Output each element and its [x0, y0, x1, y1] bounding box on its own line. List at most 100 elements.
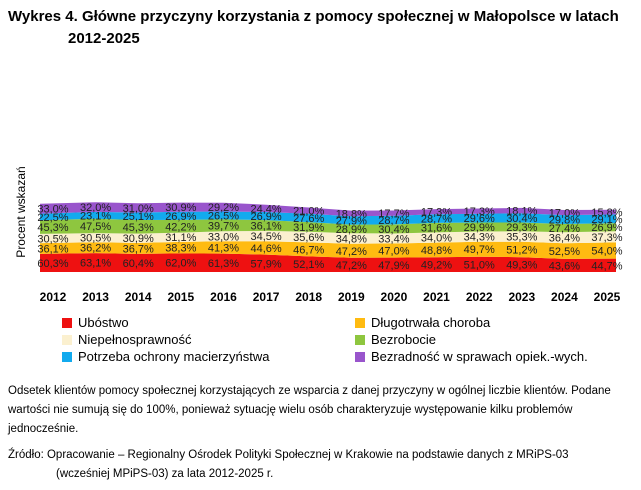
data-label: 36,7% [123, 243, 154, 255]
data-label: 29,2% [208, 202, 239, 214]
data-label: 17,3% [421, 207, 452, 219]
data-label: 36,2% [80, 243, 111, 255]
data-label: 31,6% [421, 223, 452, 235]
data-label: 33,4% [378, 234, 409, 246]
x-tick-label: 2022 [466, 290, 493, 304]
x-tick-label: 2018 [295, 290, 322, 304]
data-label: 62,0% [165, 258, 196, 270]
data-label: 51,0% [464, 259, 495, 271]
data-label: 52,1% [293, 259, 324, 271]
data-label: 30,5% [80, 233, 111, 245]
data-label: 27,9% [336, 215, 367, 227]
data-label: 45,3% [37, 222, 68, 234]
data-label: 60,4% [123, 258, 154, 270]
data-label: 54,0% [591, 246, 622, 258]
data-label: 25,1% [123, 211, 154, 223]
data-label: 26,9% [591, 222, 622, 234]
legend-swatch [355, 318, 365, 328]
data-label: 29,8% [549, 215, 580, 227]
chart-title-line-2: 2012-2025 [68, 30, 140, 47]
legend-label: Potrzeba ochrony macierzyństwa [78, 349, 270, 364]
data-label: 22,5% [37, 212, 68, 224]
data-label: 30,9% [123, 233, 154, 245]
data-label: 48,8% [421, 245, 452, 257]
source-note: Źródło: Opracowanie – Regionalny Ośrodek… [8, 446, 633, 484]
data-label: 37,3% [591, 232, 622, 244]
data-label: 36,4% [549, 233, 580, 245]
data-label: 57,9% [250, 258, 281, 270]
data-label: 60,3% [37, 258, 68, 270]
data-label: 39,7% [208, 220, 239, 232]
data-label: 26,9% [250, 211, 281, 223]
x-tick-label: 2014 [125, 290, 152, 304]
data-label: 32,0% [80, 202, 111, 214]
data-label: 29,1% [591, 214, 622, 226]
source-line-2: (wcześniej MPiPS-03) za lata 2012-2025 r… [56, 468, 274, 480]
x-tick-label: 2024 [551, 290, 578, 304]
y-axis-label: Procent wskazań [14, 166, 28, 257]
legend-label: Bezrobocie [371, 332, 437, 347]
area-series-5 [40, 202, 616, 217]
data-label: 52,5% [549, 246, 580, 258]
data-label: 24,4% [250, 203, 281, 215]
chart-title-line-1: Wykres 4. Główne przyczyny korzystania z… [8, 8, 619, 25]
data-label: 17,0% [549, 208, 580, 220]
data-label: 27,4% [549, 223, 580, 235]
x-tick-label: 2020 [381, 290, 408, 304]
x-tick-label: 2017 [253, 290, 280, 304]
x-tick-label: 2025 [594, 290, 621, 304]
x-tick-label: 2019 [338, 290, 365, 304]
data-label: 27,6% [293, 213, 324, 225]
data-label: 47,0% [378, 246, 409, 258]
legend-swatch [62, 352, 72, 362]
x-tick-label: 2023 [508, 290, 535, 304]
data-label: 35,3% [506, 232, 537, 244]
data-label: 45,3% [123, 222, 154, 234]
data-label: 18,8% [336, 208, 367, 220]
x-tick-label: 2013 [82, 290, 109, 304]
data-label: 46,7% [293, 244, 324, 256]
legend-label: Długotrwała choroba [371, 315, 491, 330]
legend-item: Długotrwała choroba [355, 315, 490, 331]
data-label: 31,1% [165, 232, 196, 244]
data-label: 34,5% [250, 231, 281, 243]
chart-note: Odsetek klientów pomocy społecznej korzy… [8, 385, 611, 435]
data-label: 44,6% [250, 243, 281, 255]
data-label: 17,3% [464, 206, 495, 218]
data-label: 34,3% [464, 232, 495, 244]
data-label: 34,8% [336, 234, 367, 246]
data-label: 31,9% [293, 222, 324, 234]
data-label: 49,7% [464, 244, 495, 256]
legend-item: Bezrobocie [355, 332, 436, 348]
data-label: 29,9% [464, 222, 495, 234]
x-tick-label: 2015 [167, 290, 194, 304]
data-label: 33,0% [208, 231, 239, 243]
data-label: 30,5% [37, 234, 68, 246]
data-label: 47,2% [336, 246, 367, 258]
chart-title: Wykres 4. Główne przyczyny korzystania z… [8, 6, 628, 50]
legend-item: Potrzeba ochrony macierzyństwa [62, 349, 269, 365]
data-label: 61,3% [208, 258, 239, 270]
data-label: 30,9% [165, 202, 196, 214]
data-label: 31,0% [123, 203, 154, 215]
data-label: 49,2% [421, 260, 452, 272]
data-label: 33,0% [37, 204, 68, 216]
data-label: 29,6% [464, 213, 495, 225]
stacked-area-chart: 60,3% 63,1% 60,4% 62,0% 61,3% 57,9% 52,1% 47,2%… [14, 166, 623, 304]
data-label: 36,1% [250, 221, 281, 233]
legend-label: Bezradność w sprawach opiek.-wych. [371, 349, 588, 364]
data-label: 42,2% [165, 221, 196, 233]
area-series-2 [40, 230, 616, 244]
data-label: 17,7% [378, 208, 409, 220]
legend-label: Niepełnosprawność [78, 332, 192, 347]
area-series-3 [40, 218, 616, 234]
legend-item: Ubóstwo [62, 315, 129, 331]
data-label: 28,7% [421, 214, 452, 226]
data-label: 41,3% [208, 242, 239, 254]
area-series-1 [40, 241, 616, 259]
legend-label: Ubóstwo [78, 315, 129, 330]
data-label: 21,0% [293, 206, 324, 218]
legend-swatch [355, 352, 365, 362]
legend-item: Niepełnosprawność [62, 332, 191, 348]
data-label: 43,6% [549, 261, 580, 273]
